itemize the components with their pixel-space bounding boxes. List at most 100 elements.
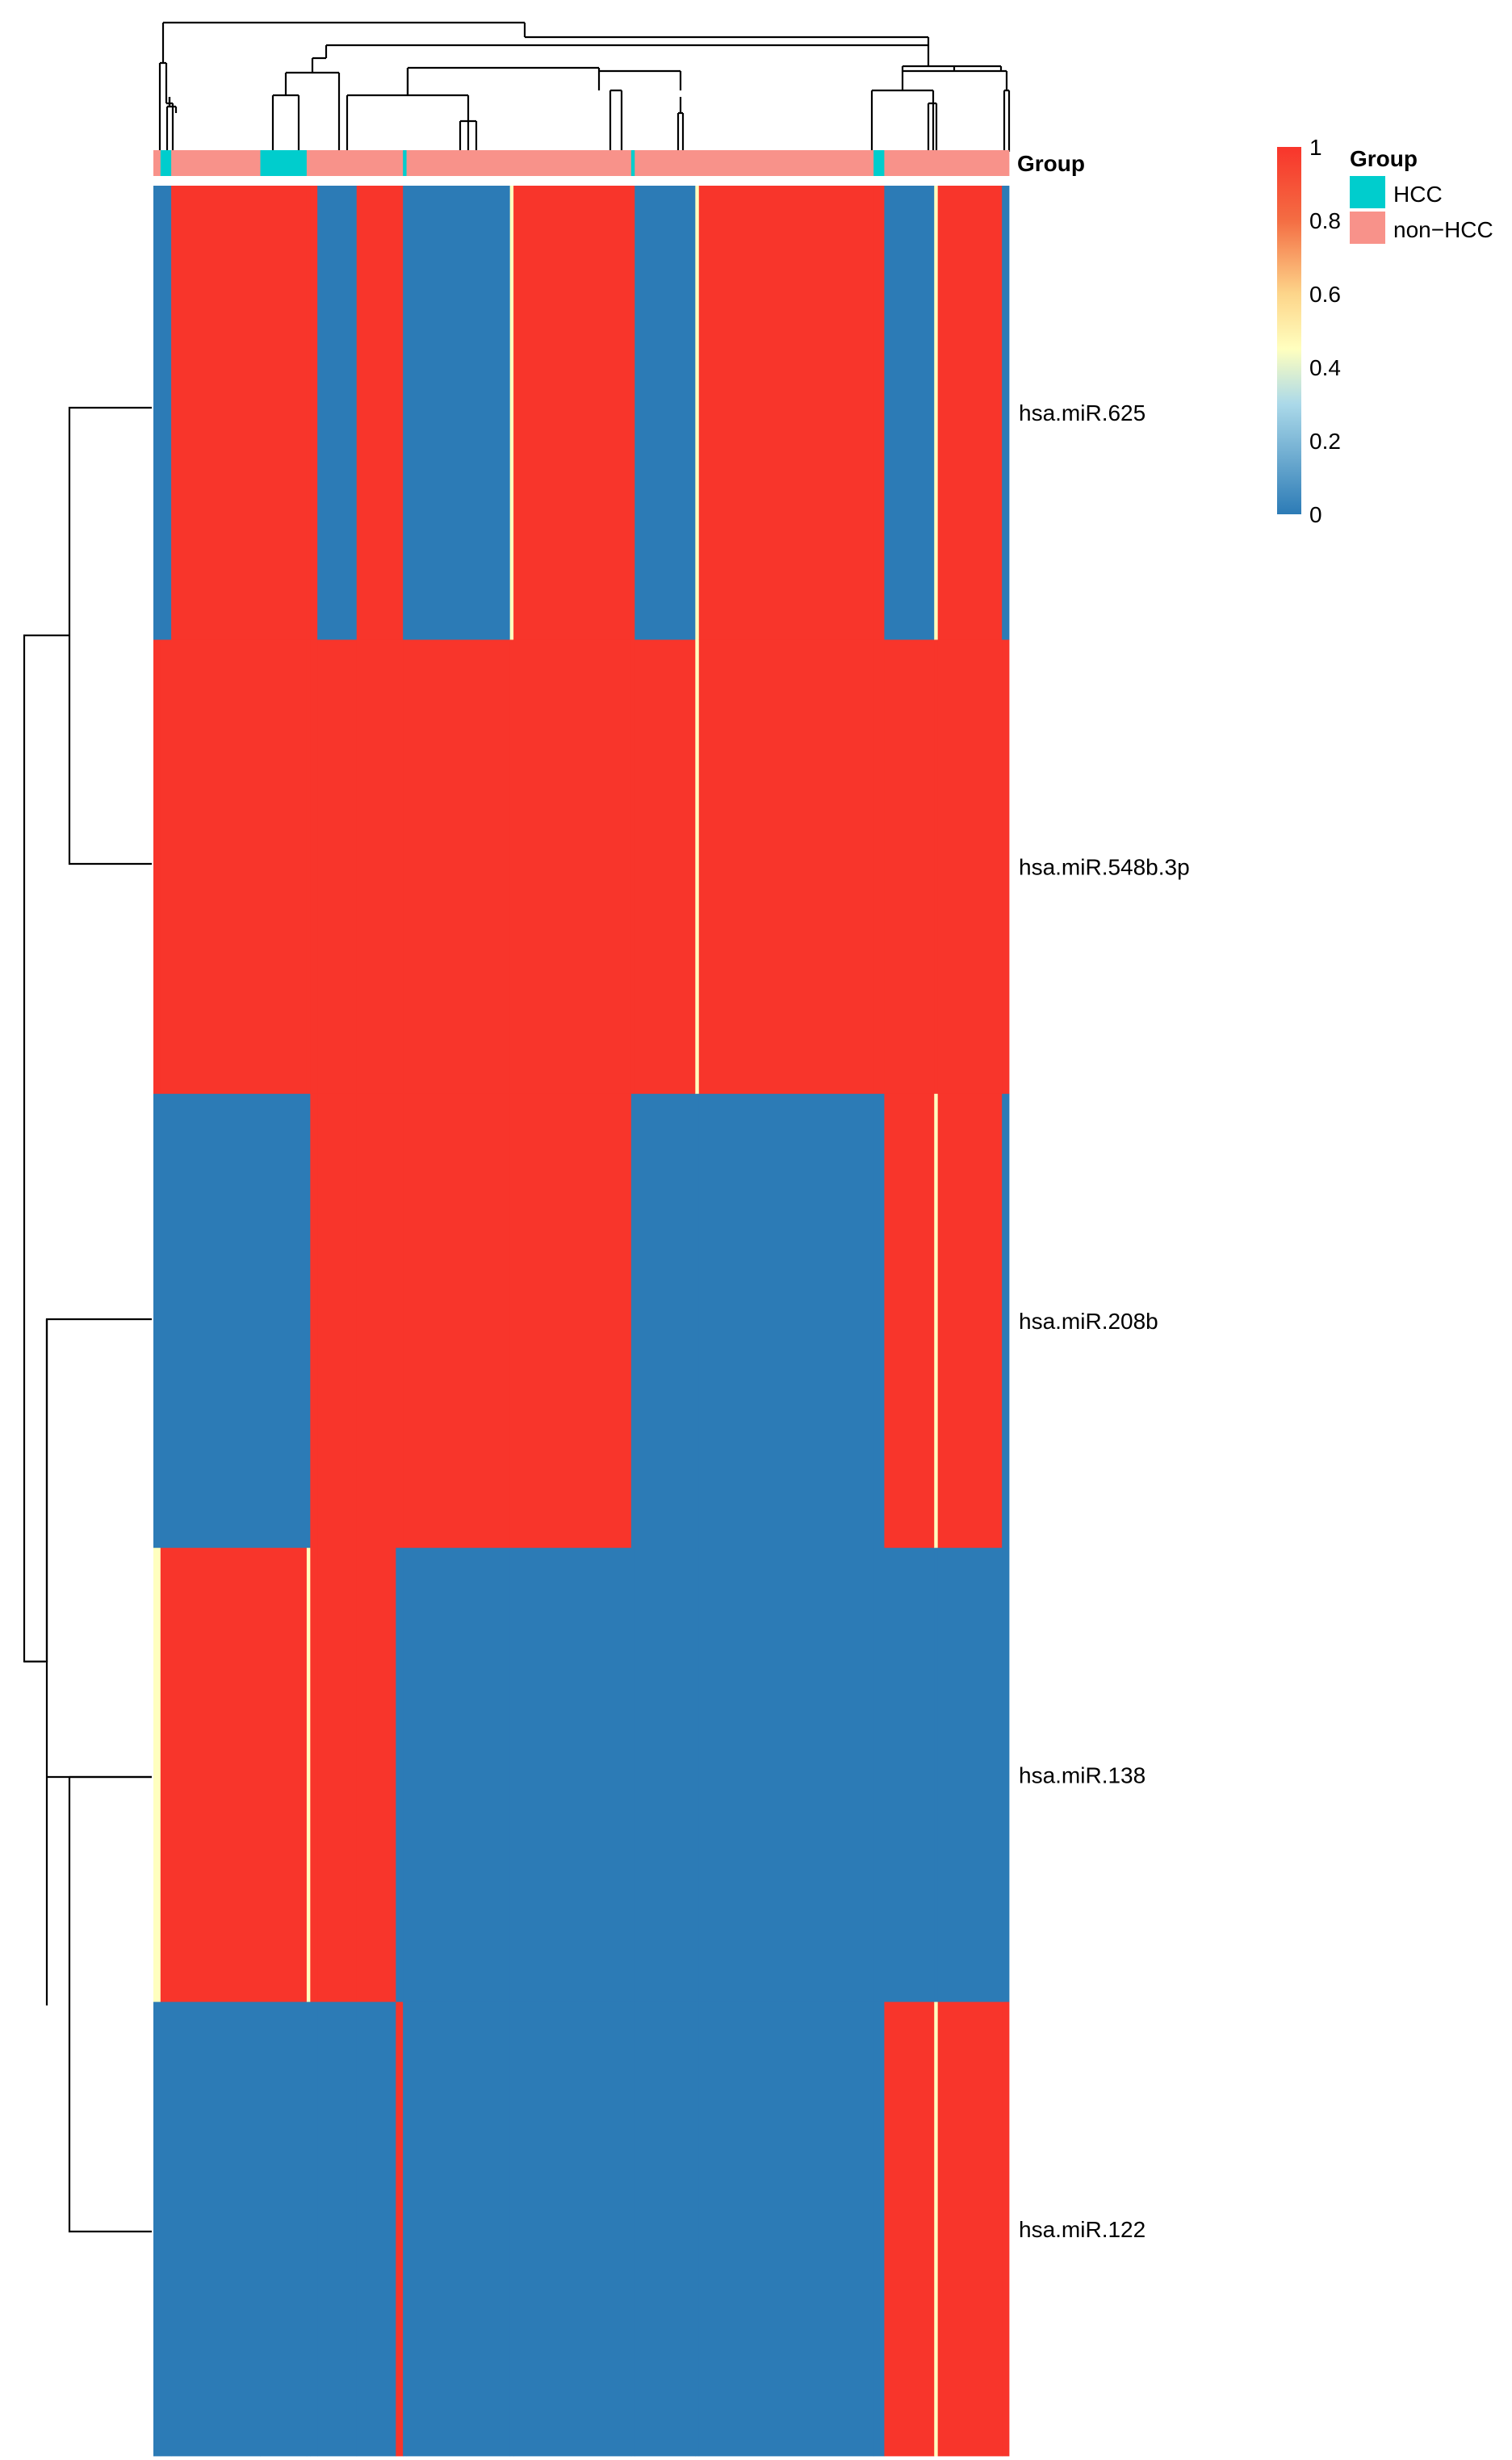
row-label: hsa.miR.625 (1019, 400, 1146, 425)
heatmap-cell (306, 639, 311, 1095)
heatmap-cell (310, 639, 318, 1095)
heatmap-cell (396, 1548, 404, 2002)
annotation-cell (406, 150, 511, 176)
heatmap-cell (695, 186, 700, 640)
heatmap-cell (884, 1093, 935, 1549)
heatmap-cell (153, 1548, 161, 2002)
heatmap-cell (513, 639, 632, 1095)
colorbar-tick-label: 0.6 (1309, 282, 1341, 307)
heatmap-cell (356, 639, 396, 1095)
heatmap-cell (630, 186, 635, 640)
heatmap-cell (513, 186, 632, 640)
annotation-cell (306, 150, 311, 176)
annotation-cell (509, 150, 514, 176)
heatmap-cell (698, 2001, 874, 2457)
heatmap-cell (396, 2001, 404, 2457)
heatmap-cell (635, 1093, 696, 1549)
heatmap-cell (873, 639, 885, 1095)
heatmap-cell (403, 1548, 407, 2002)
row-label: hsa.miR.122 (1019, 2217, 1146, 2242)
annotation-cell (873, 150, 885, 176)
heatmap-cell (884, 2001, 935, 2457)
heatmap-cell (937, 1093, 1003, 1549)
legend-label-non-hcc: non−HCC (1393, 217, 1493, 242)
heatmap-cell (310, 1548, 318, 2002)
heatmap-cell (171, 186, 261, 640)
group-annotation-bar (153, 150, 1010, 176)
row-dendrogram (23, 406, 152, 2233)
heatmap-cell (635, 639, 696, 1095)
annotation-cell (635, 150, 696, 176)
heatmap-cell (317, 1548, 358, 2002)
legend-title: Group (1350, 146, 1418, 171)
heatmap-cell (630, 1093, 635, 1549)
heatmap-cell (406, 186, 511, 640)
heatmap-cell (630, 1548, 635, 2002)
heatmap-cell (171, 1093, 261, 1549)
heatmap-cell (317, 186, 358, 640)
heatmap-cell (873, 1548, 885, 2002)
heatmap-cell (260, 1093, 308, 1549)
heatmap-cell (509, 1093, 514, 1549)
colorbar (1277, 147, 1301, 514)
heatmap-cell (403, 639, 407, 1095)
heatmap-cell (873, 186, 885, 640)
heatmap-cell (306, 1548, 311, 2002)
annotation-cell (396, 150, 404, 176)
heatmap-cell (937, 2001, 1003, 2457)
heatmap-cell (403, 2001, 407, 2457)
heatmap-cell (403, 186, 407, 640)
heatmap-cell (317, 2001, 358, 2457)
row-label: hsa.miR.208b (1019, 1309, 1158, 1334)
annotation-cell (153, 150, 161, 176)
row-label: hsa.miR.548b.3p (1019, 855, 1190, 880)
heatmap-cell (406, 1093, 511, 1549)
legend: 1 0.8 0.6 0.4 0.2 0 Group HCC non−HCC (1277, 135, 1493, 527)
heatmap-cell (934, 186, 939, 640)
heatmap-cell (171, 639, 261, 1095)
annotation-cell (317, 150, 358, 176)
heatmap-cell (260, 186, 308, 640)
annotation-cell (1002, 150, 1010, 176)
legend-swatch-non-hcc (1350, 212, 1385, 244)
heatmap-cell (635, 1548, 696, 2002)
colorbar-ticks: 1 0.8 0.6 0.4 0.2 0 (1309, 135, 1341, 527)
heatmap-cell (509, 186, 514, 640)
annotation-cell (695, 150, 700, 176)
heatmap-cell (509, 2001, 514, 2457)
heatmap-cell (260, 1548, 308, 2002)
heatmap-cell (406, 639, 511, 1095)
heatmap-cell (356, 186, 396, 640)
heatmap-cell (1002, 639, 1010, 1095)
heatmap-cell (396, 639, 404, 1095)
heatmap-cell (403, 1093, 407, 1549)
heatmap-cell (698, 639, 874, 1095)
heatmap-cell (396, 1093, 404, 1549)
heatmap-cell (509, 1548, 514, 2002)
annotation-cell (260, 150, 308, 176)
heatmap-cell (317, 639, 358, 1095)
annotation-cell (160, 150, 172, 176)
colorbar-tick-label: 0.8 (1309, 208, 1341, 233)
heatmap-cell (171, 1548, 261, 2002)
heatmap-cell (630, 2001, 635, 2457)
heatmap-cell (356, 1548, 396, 2002)
legend-swatch-hcc (1350, 176, 1385, 208)
heatmap-cell (873, 2001, 885, 2457)
row-labels: hsa.miR.625 hsa.miR.548b.3p hsa.miR.208b hs… (1019, 400, 1190, 2242)
heatmap-cell (310, 1093, 318, 1549)
heatmap-cell (695, 1093, 700, 1549)
annotation-cell (884, 150, 935, 176)
annotation-cell (171, 150, 261, 176)
heatmap-cell (1002, 186, 1010, 640)
colorbar-tick-label: 1 (1309, 135, 1322, 160)
heatmap-cell (934, 2001, 939, 2457)
heatmap-cell (406, 1548, 511, 2002)
heatmap-cell (937, 186, 1003, 640)
colorbar-tick-label: 0 (1309, 502, 1322, 527)
heatmap-cell (306, 2001, 311, 2457)
heatmap-cell (937, 639, 1003, 1095)
annotation-row-label: Group (1017, 151, 1085, 176)
heatmap-cell (306, 1093, 311, 1549)
heatmap-cell (1002, 2001, 1010, 2457)
